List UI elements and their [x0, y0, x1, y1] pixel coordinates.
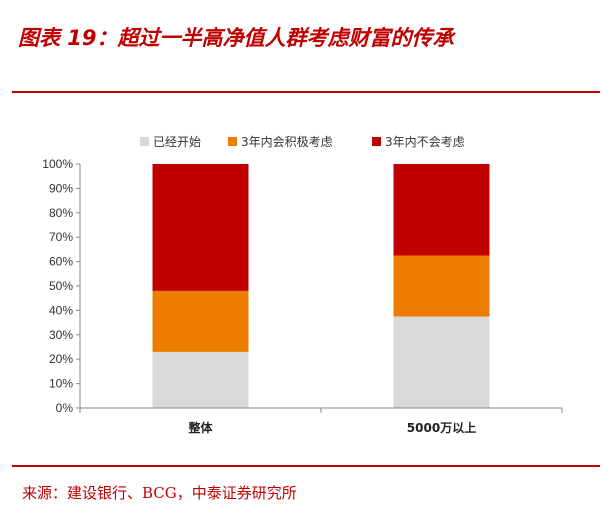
legend-swatch [140, 137, 149, 146]
bar-segment [152, 164, 249, 291]
bottom-divider [12, 465, 600, 467]
page-title: 图表 19：超过一半高净值人群考虑财富的传承 [18, 26, 454, 50]
source-note: 来源：建设银行、BCG，中泰证券研究所 [22, 484, 297, 502]
y-tick-label: 50% [49, 279, 73, 293]
legend-label: 3年内不会考虑 [385, 135, 465, 149]
bar-segment [393, 316, 490, 408]
y-tick-label: 0% [56, 401, 74, 415]
legend: 已经开始 3年内会积极考虑 3年内不会考虑 [140, 135, 465, 149]
y-tick-label: 20% [49, 352, 73, 366]
y-tick-label: 90% [49, 181, 73, 195]
y-axis: 0% 10% 20% 30% 40% 50% 60% 70% 80% 90% 100% [42, 157, 81, 415]
x-category-label: 5000万以上 [407, 420, 476, 435]
legend-swatch [228, 137, 237, 146]
y-tick-label: 30% [49, 328, 73, 342]
bar-segment [152, 290, 249, 352]
x-axis: 整体 5000万以上 [79, 407, 563, 435]
bars [152, 164, 490, 408]
bar-segment [393, 164, 490, 256]
bar-segment [393, 255, 490, 317]
legend-label: 3年内会积极考虑 [241, 135, 333, 149]
y-tick-label: 70% [49, 230, 73, 244]
y-tick-label: 10% [49, 377, 73, 391]
top-divider [12, 91, 600, 93]
y-tick-label: 80% [49, 206, 73, 220]
y-tick-label: 60% [49, 255, 73, 269]
bar-segment [152, 351, 249, 408]
legend-label: 已经开始 [153, 135, 201, 149]
y-tick-label: 100% [42, 157, 73, 171]
x-category-label: 整体 [187, 420, 213, 435]
y-tick-label: 40% [49, 303, 73, 317]
stacked-bar-chart: 已经开始 3年内会积极考虑 3年内不会考虑 0% 10% 20% 30% 40% 50% 60%… [42, 135, 563, 435]
legend-swatch [372, 137, 381, 146]
